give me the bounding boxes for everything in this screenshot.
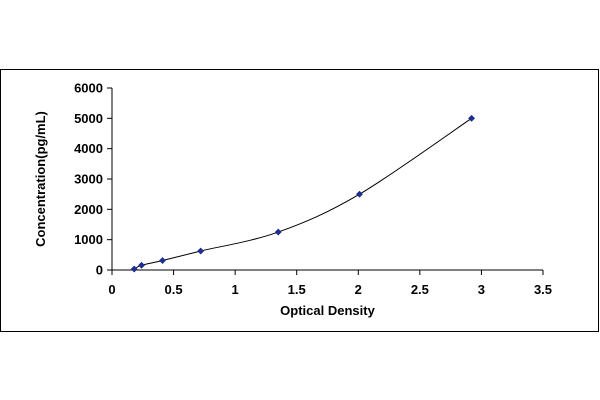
y-tick-label: 0 (96, 263, 103, 278)
x-tick-label: 0 (108, 282, 115, 297)
x-tick-label: 0.5 (165, 282, 183, 297)
data-point (355, 190, 364, 198)
x-axis-title: Optical Density (280, 303, 375, 318)
y-tick-label: 5000 (74, 111, 103, 126)
x-tick-label: 2 (355, 282, 362, 297)
x-tick-label: 1.5 (288, 282, 306, 297)
data-point (158, 256, 167, 265)
y-tick-label: 6000 (74, 81, 103, 96)
data-point (197, 247, 205, 255)
x-axis-ticks: 0 0.5 1 1.5 2 2.5 3 3.5 (108, 270, 552, 297)
x-tick-label: 2.5 (411, 282, 429, 297)
chart-frame: 0 1000 2000 3000 4000 5000 6000 0 0.5 1 1.5 2 2.5 3 3… (0, 69, 599, 332)
y-tick-label: 3000 (74, 172, 103, 187)
y-axis-ticks: 0 1000 2000 3000 4000 5000 6000 (74, 81, 112, 278)
data-points (130, 114, 476, 273)
chart: 0 1000 2000 3000 4000 5000 6000 0 0.5 1 1.5 2 2.5 3 3… (33, 81, 552, 319)
y-tick-label: 4000 (74, 141, 103, 156)
fit-curve (133, 117, 472, 270)
data-point (138, 261, 146, 269)
data-point (468, 114, 476, 122)
y-tick-label: 2000 (74, 202, 103, 217)
y-tick-label: 1000 (74, 232, 103, 247)
data-point (130, 265, 138, 273)
x-tick-label: 3.5 (534, 282, 552, 297)
data-point (274, 228, 282, 236)
x-tick-label: 3 (478, 282, 485, 297)
y-axis-title: Concentration(pg/mL) (33, 111, 48, 247)
x-tick-label: 1 (232, 282, 239, 297)
